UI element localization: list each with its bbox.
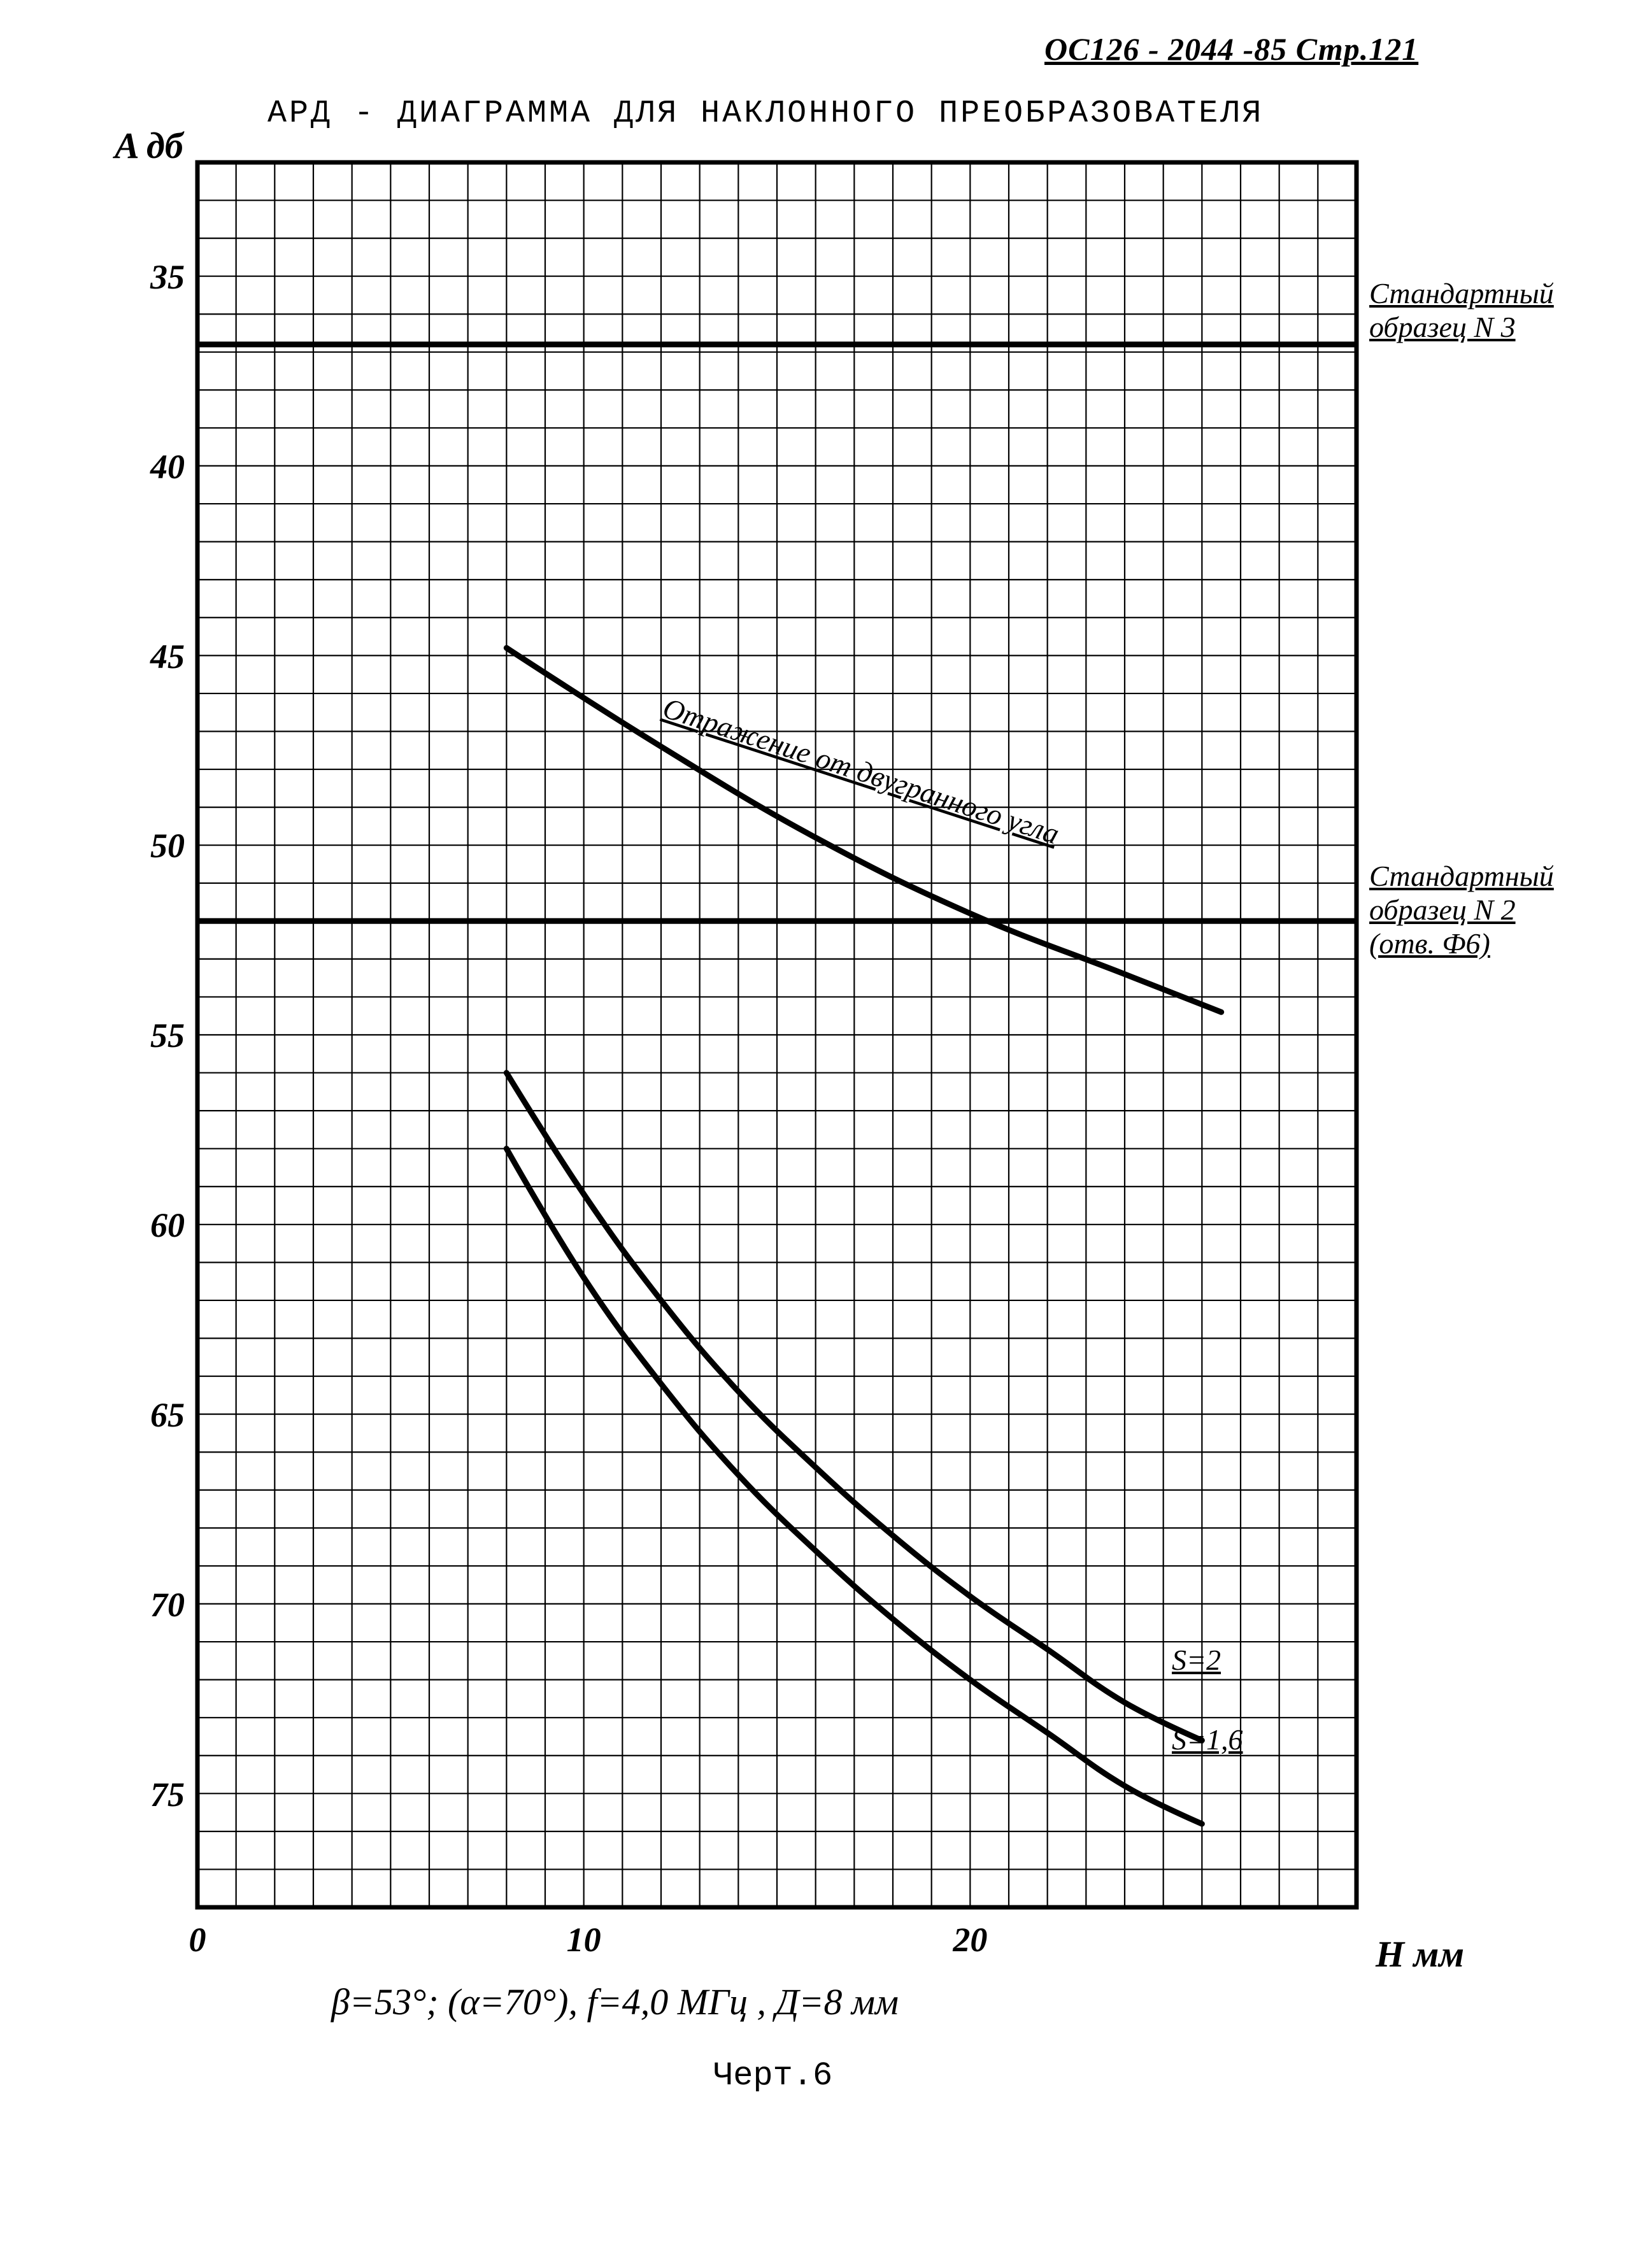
curve-end-label-s16: S=1,6 — [1172, 1723, 1243, 1756]
y-tick-label: 75 — [121, 1775, 185, 1814]
curve-end-label-s2: S=2 — [1172, 1643, 1221, 1677]
y-tick-label: 55 — [121, 1016, 185, 1055]
y-tick-label: 70 — [121, 1585, 185, 1625]
y-tick-label: 60 — [121, 1206, 185, 1245]
x-tick-label: 20 — [932, 1920, 1008, 1960]
x-tick-label: 0 — [159, 1920, 236, 1960]
x-tick-label: 10 — [546, 1920, 622, 1960]
y-tick-label: 40 — [121, 447, 185, 487]
annotation-std3: Стандартный образец N 3 — [1369, 277, 1554, 345]
curve-label-reflect: Отражение от двугранного угла — [659, 692, 1063, 851]
y-tick-label: 45 — [121, 637, 185, 676]
curve-reflect — [506, 648, 1221, 1012]
curves: Отражение от двугранного угла — [506, 648, 1221, 1824]
y-tick-label: 35 — [121, 257, 185, 297]
y-tick-label: 65 — [121, 1395, 185, 1435]
annotation-std2: Стандартный образец N 2 (отв. Ф6) — [1369, 860, 1554, 961]
y-tick-label: 50 — [121, 826, 185, 865]
